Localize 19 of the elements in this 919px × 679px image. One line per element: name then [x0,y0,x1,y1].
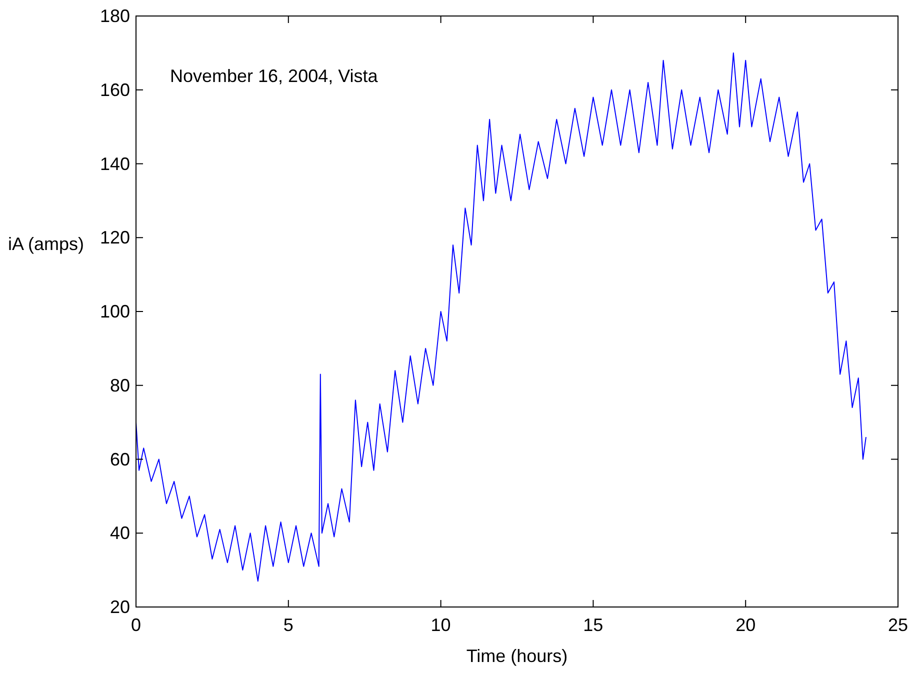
annotation: November 16, 2004, Vista [170,66,379,86]
x-tick-label: 0 [130,615,142,635]
x-axis-title: Time (hours) [466,646,568,666]
x-tick-label: 25 [888,615,908,635]
y-tick-label: 180 [100,6,130,26]
y-axis-title: iA (amps) [8,234,84,254]
y-tick-label: 140 [100,154,130,174]
y-tick-label: 60 [110,449,130,470]
x-tick-label: 10 [430,615,451,635]
y-tick-label: 40 [110,523,130,544]
y-tick-label: 100 [100,302,130,322]
y-tick-label: 120 [100,228,130,248]
y-tick-label: 160 [100,80,130,100]
x-tick-label: 15 [583,615,604,635]
x-tick-label: 5 [283,615,294,635]
line-series [136,52,866,582]
x-tick-label: 20 [736,615,756,635]
y-tick-label: 20 [110,597,130,617]
y-tick-label: 80 [110,375,130,396]
